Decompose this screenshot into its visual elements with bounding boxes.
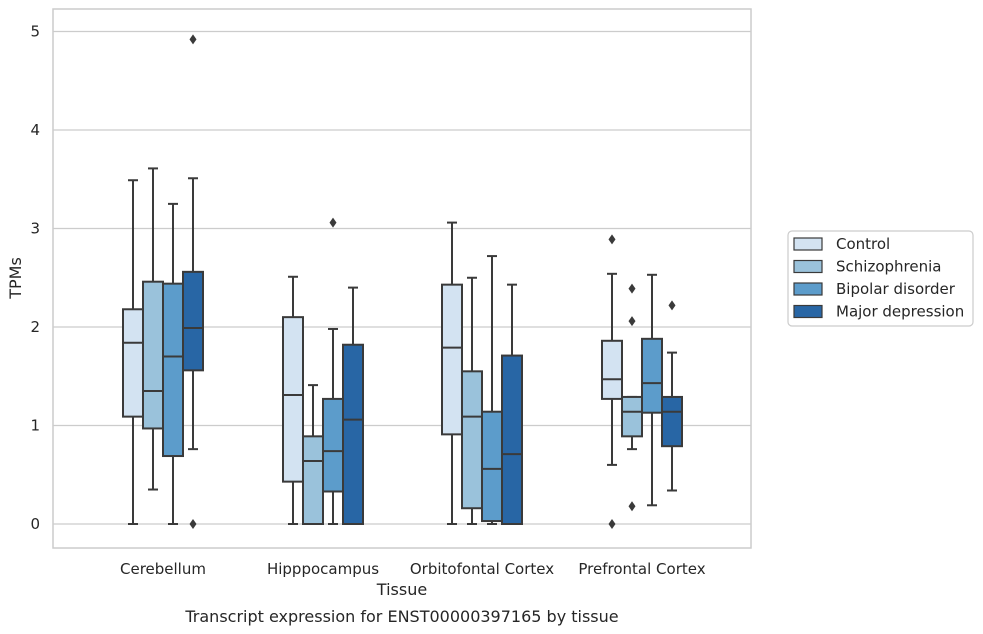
box [282,316,304,483]
plot-marks [122,34,683,529]
x-tick-label: Cerebellum [120,560,206,578]
x-tick-label: Hipppocampus [267,560,379,578]
box [441,283,463,436]
legend-swatch [793,304,823,319]
box [182,270,204,372]
box-group [641,273,663,507]
y-axis-label: TPMs [6,257,25,300]
legend: Control Schizophrenia Bipolar disorder Majo… [787,230,974,327]
y-tick-label: 2 [30,318,40,336]
y-tick-label: 4 [30,121,40,139]
box-group [441,221,463,525]
outlier-point [189,519,197,529]
box [302,435,324,525]
box [501,354,523,525]
outlier-point [329,217,337,228]
x-axis: Cerebellum Hipppocampus Orbitofontal Corte… [120,560,706,578]
legend-swatch [793,259,823,274]
y-tick-label: 3 [30,220,40,238]
box-group [322,217,344,525]
box-group [162,202,184,525]
box-group [182,34,204,529]
box [322,397,344,493]
box [621,395,643,438]
box [661,395,683,448]
box [641,337,663,414]
box [601,339,623,400]
box-group [661,300,683,492]
outlier-point [608,519,616,529]
outlier-point [189,34,197,45]
legend-label: Control [836,235,890,253]
legend-swatch [793,282,823,296]
legend-label: Major depression [836,303,964,321]
chart-caption: Transcript expression for ENST0000039716… [184,607,618,626]
box-group [142,167,164,491]
box-group [302,384,324,525]
box-group [122,179,144,525]
gridlines [53,30,751,525]
box [461,370,483,510]
x-tick-label: Prefrontal Cortex [578,560,705,578]
legend-frame [787,230,974,327]
box-group [282,275,304,525]
x-axis-label: Tissue [376,580,427,599]
x-tick-label: Orbitofontal Cortex [410,560,554,578]
outlier-point [628,283,636,294]
box-group [501,283,523,525]
box [481,410,503,523]
plot-frame [52,8,752,549]
box-group [601,234,623,529]
box-group [342,286,364,526]
legend-label: Schizophrenia [836,258,941,276]
box [122,308,144,418]
box-group [461,276,483,525]
outlier-point [608,234,616,245]
y-axis: 0 1 2 3 4 5 [30,23,40,534]
box-group [621,283,643,512]
outlier-point [628,316,636,327]
legend-label: Bipolar disorder [836,280,956,298]
box-group [481,255,503,525]
outlier-point [668,300,676,311]
box [162,282,184,458]
y-tick-label: 1 [30,417,40,435]
outlier-point [628,501,636,512]
y-tick-label: 0 [30,515,40,533]
y-tick-label: 5 [30,23,40,41]
box [342,343,364,526]
box [142,280,164,430]
legend-swatch [793,237,823,251]
